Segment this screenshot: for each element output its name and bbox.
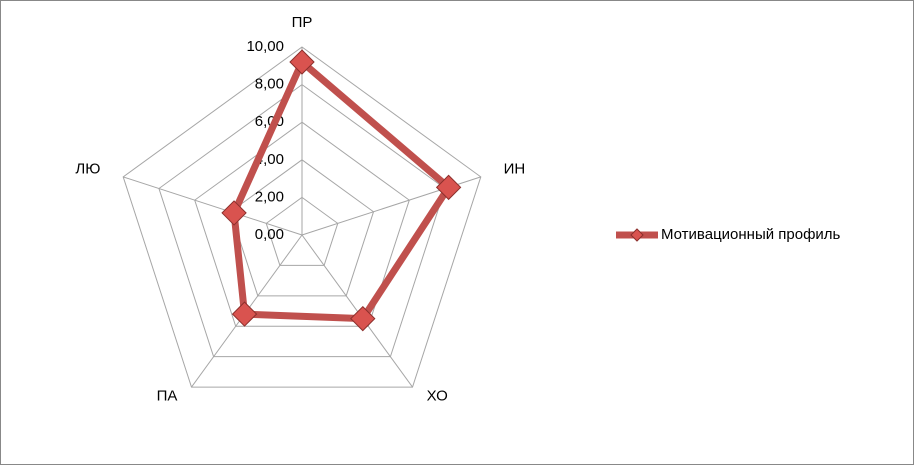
tick-label: 10,00 — [246, 38, 284, 55]
data-point — [231, 301, 258, 327]
grid-line — [194, 121, 410, 327]
data-point — [289, 49, 315, 75]
grid-line — [229, 159, 375, 297]
data-point — [435, 174, 462, 201]
category-label: ИН — [504, 160, 526, 177]
legend-label: Мотивационный профиль — [661, 226, 841, 243]
axis-spoke — [301, 234, 413, 388]
tick-label: 0,00 — [255, 226, 284, 243]
tick-label: 8,00 — [255, 76, 284, 93]
category-label: ЛЮ — [75, 160, 100, 177]
series-line — [230, 58, 453, 323]
grid-line — [265, 196, 339, 266]
category-label: ПР — [292, 14, 313, 31]
category-label: ХО — [427, 387, 448, 404]
data-point — [350, 305, 376, 332]
category-label: ПА — [157, 387, 178, 404]
tick-label: 2,00 — [255, 188, 284, 205]
grid-line — [122, 46, 482, 388]
grid-line — [158, 83, 446, 358]
axis-spoke — [123, 176, 303, 236]
legend-marker — [630, 228, 644, 242]
data-point — [221, 200, 247, 226]
